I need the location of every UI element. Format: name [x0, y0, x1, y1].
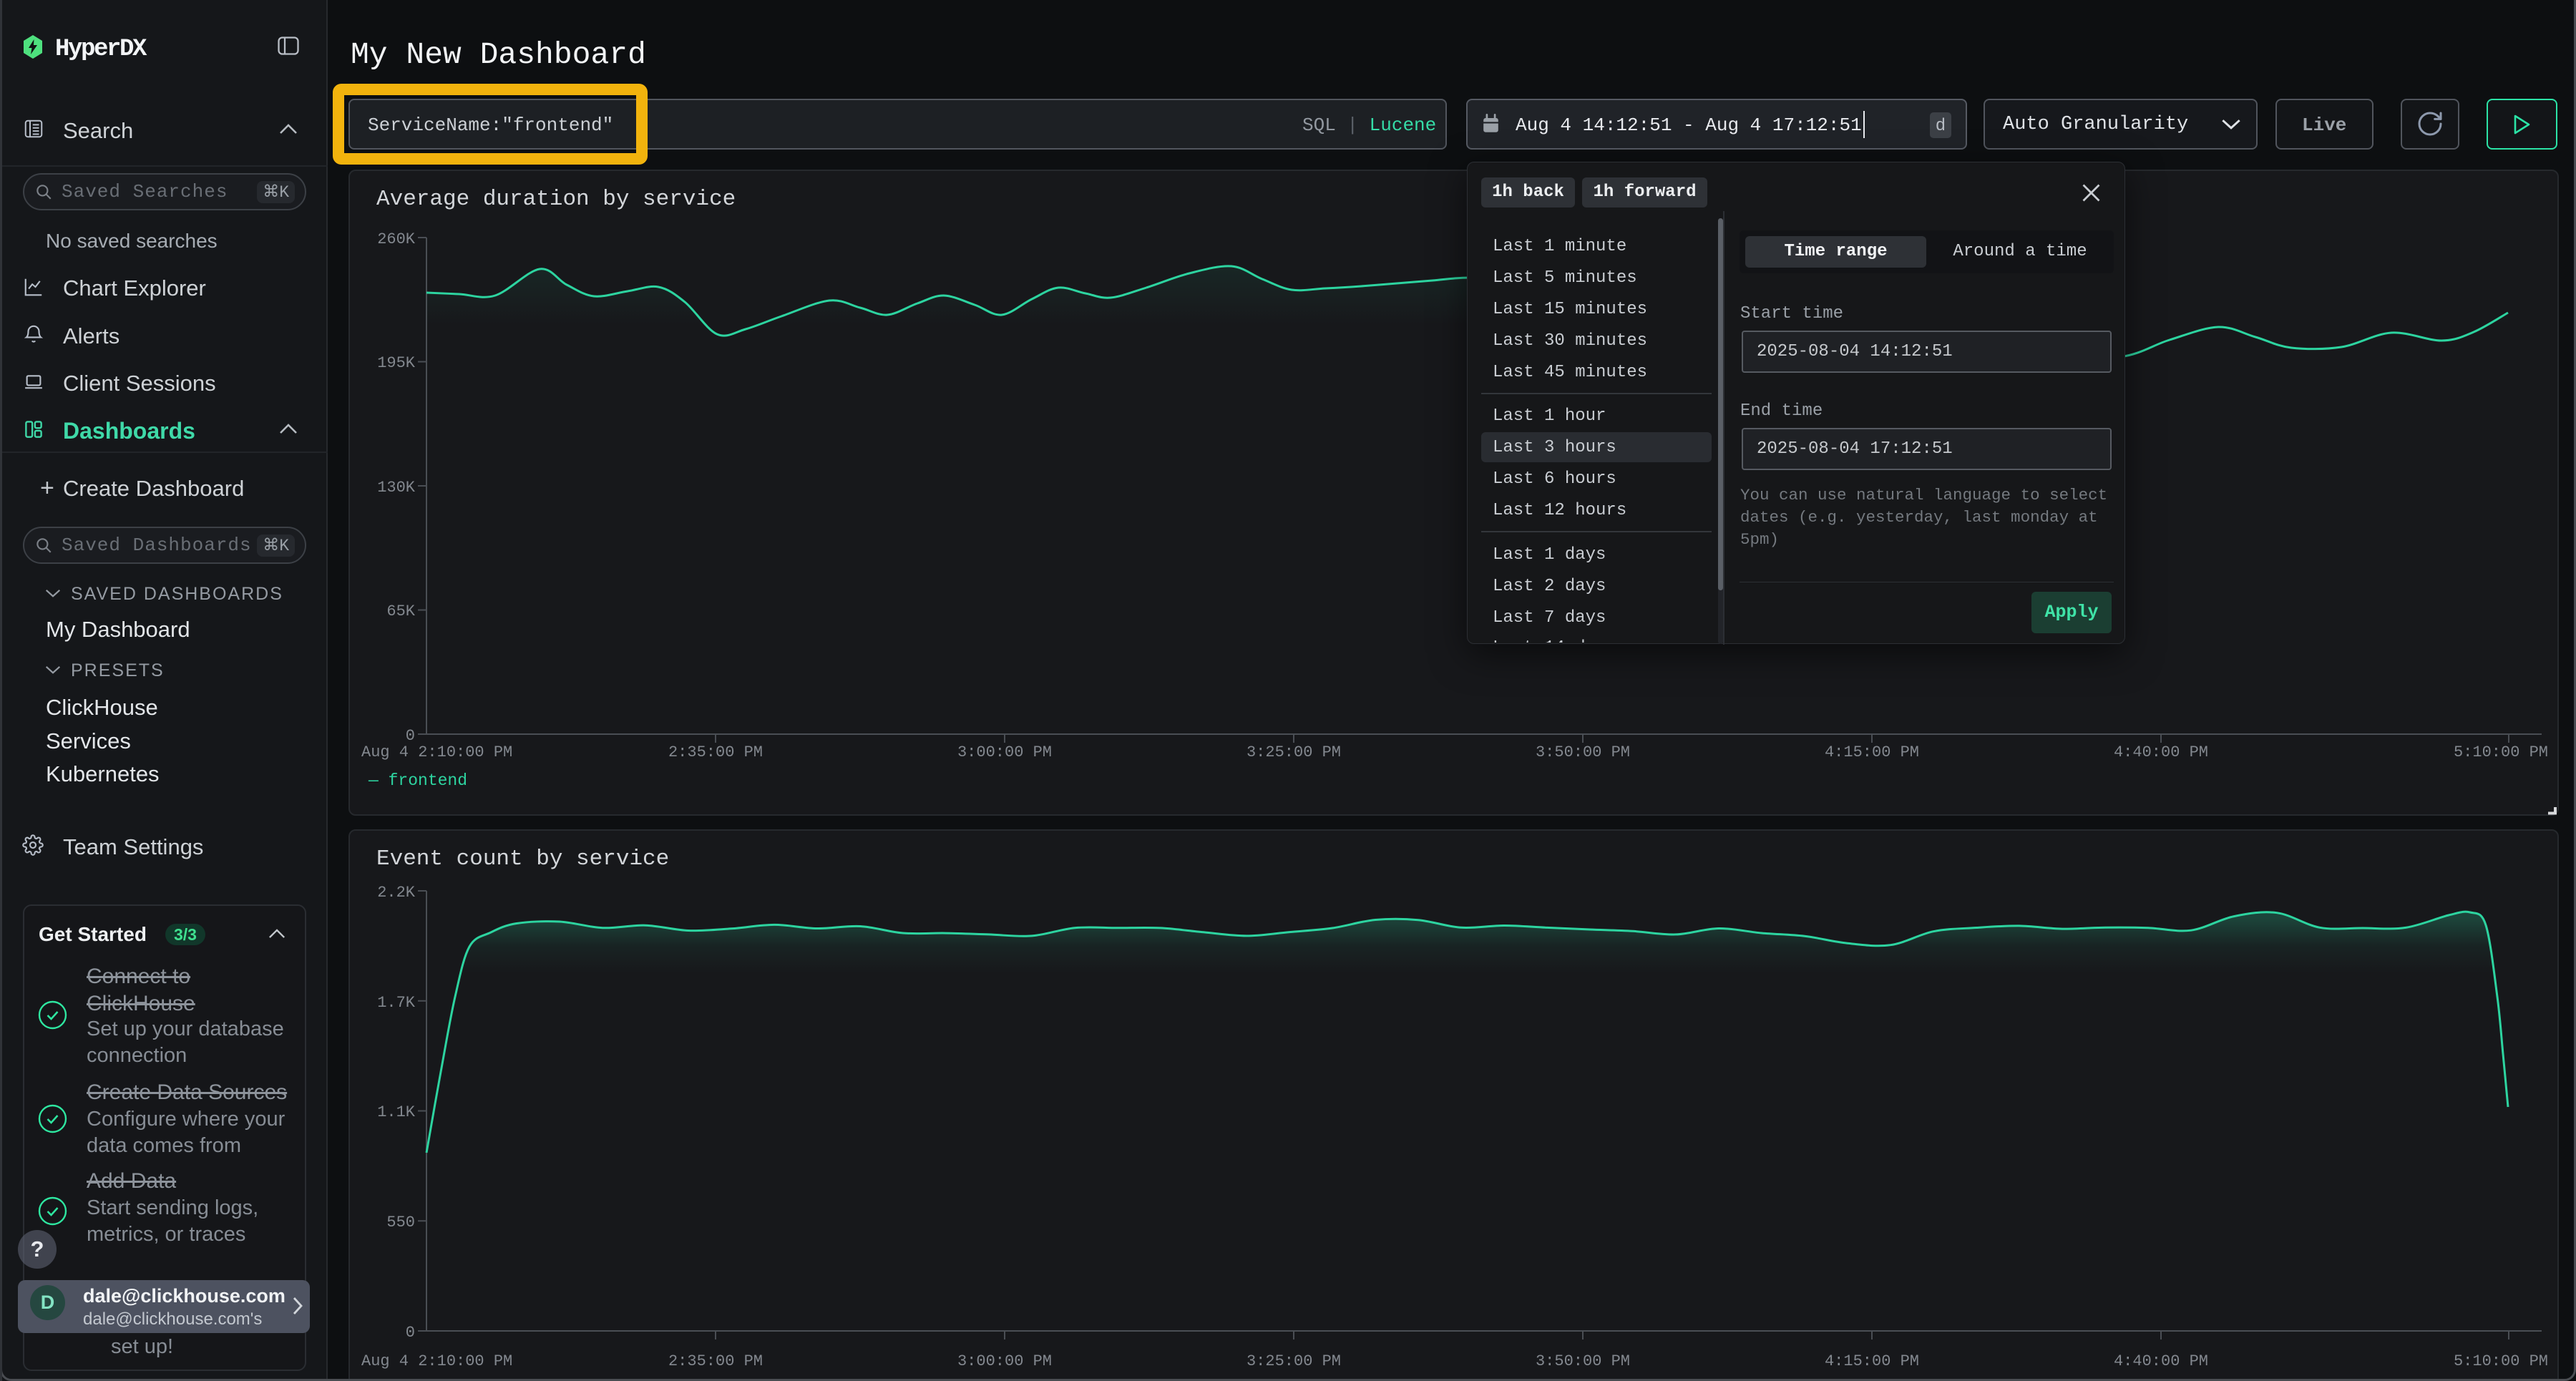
- svg-text:2:35:00 PM: 2:35:00 PM: [668, 1352, 763, 1370]
- svg-text:1.1K: 1.1K: [377, 1103, 416, 1121]
- svg-text:4:15:00 PM: 4:15:00 PM: [1825, 1352, 1919, 1370]
- svg-text:4:40:00 PM: 4:40:00 PM: [2114, 743, 2208, 761]
- svg-text:5:10:00 PM: 5:10:00 PM: [2454, 743, 2548, 761]
- svg-text:195K: 195K: [377, 354, 416, 372]
- svg-text:130K: 130K: [377, 479, 416, 497]
- svg-text:550: 550: [386, 1214, 415, 1231]
- svg-text:65K: 65K: [386, 602, 415, 620]
- svg-text:5:10:00 PM: 5:10:00 PM: [2454, 1352, 2548, 1370]
- svg-text:2:35:00 PM: 2:35:00 PM: [668, 743, 763, 761]
- svg-text:0: 0: [406, 1324, 415, 1342]
- svg-text:3:50:00 PM: 3:50:00 PM: [1536, 1352, 1630, 1370]
- svg-text:3:25:00 PM: 3:25:00 PM: [1246, 1352, 1341, 1370]
- svg-text:4:40:00 PM: 4:40:00 PM: [2114, 1352, 2208, 1370]
- svg-text:3:50:00 PM: 3:50:00 PM: [1536, 743, 1630, 761]
- svg-text:1.7K: 1.7K: [377, 994, 416, 1012]
- svg-text:3:25:00 PM: 3:25:00 PM: [1246, 743, 1341, 761]
- svg-text:3:00:00 PM: 3:00:00 PM: [957, 1352, 1052, 1370]
- svg-text:Aug 4 2:10:00 PM: Aug 4 2:10:00 PM: [361, 743, 512, 761]
- svg-text:4:15:00 PM: 4:15:00 PM: [1825, 743, 1919, 761]
- svg-text:2.2K: 2.2K: [377, 884, 416, 902]
- svg-text:0: 0: [406, 727, 415, 745]
- svg-text:3:00:00 PM: 3:00:00 PM: [957, 743, 1052, 761]
- svg-text:Aug 4 2:10:00 PM: Aug 4 2:10:00 PM: [361, 1352, 512, 1370]
- svg-text:260K: 260K: [377, 230, 416, 248]
- svg-text:— frontend: — frontend: [368, 771, 467, 790]
